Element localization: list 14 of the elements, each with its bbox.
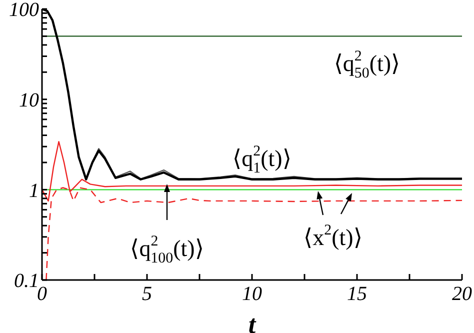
x-axis-title: t [248, 310, 256, 333]
y-tick-label: 10 [19, 89, 39, 112]
annotation: ⟨x$^{2}$(t)⟩ [304, 222, 362, 250]
x-tick-label: 5 [142, 283, 152, 306]
x-tick-label: 15 [347, 283, 367, 306]
annotation: ⟨q$^{2}$$_{1}$(t)⟩ [232, 144, 292, 176]
annotation: ⟨q$^{2}$$_{100}$(t)⟩ [130, 234, 204, 266]
x-tick-label: 0 [37, 283, 47, 306]
y-tick-label: 1 [29, 180, 39, 202]
y-tick-label: 100 [9, 0, 39, 22]
x-tick-label: 10 [242, 283, 262, 306]
annotation: ⟨q$^{2}$$_{50}$(t)⟩ [334, 48, 400, 82]
x-tick-label: 20 [452, 283, 472, 306]
y-tick-label: 0.1 [14, 270, 39, 292]
